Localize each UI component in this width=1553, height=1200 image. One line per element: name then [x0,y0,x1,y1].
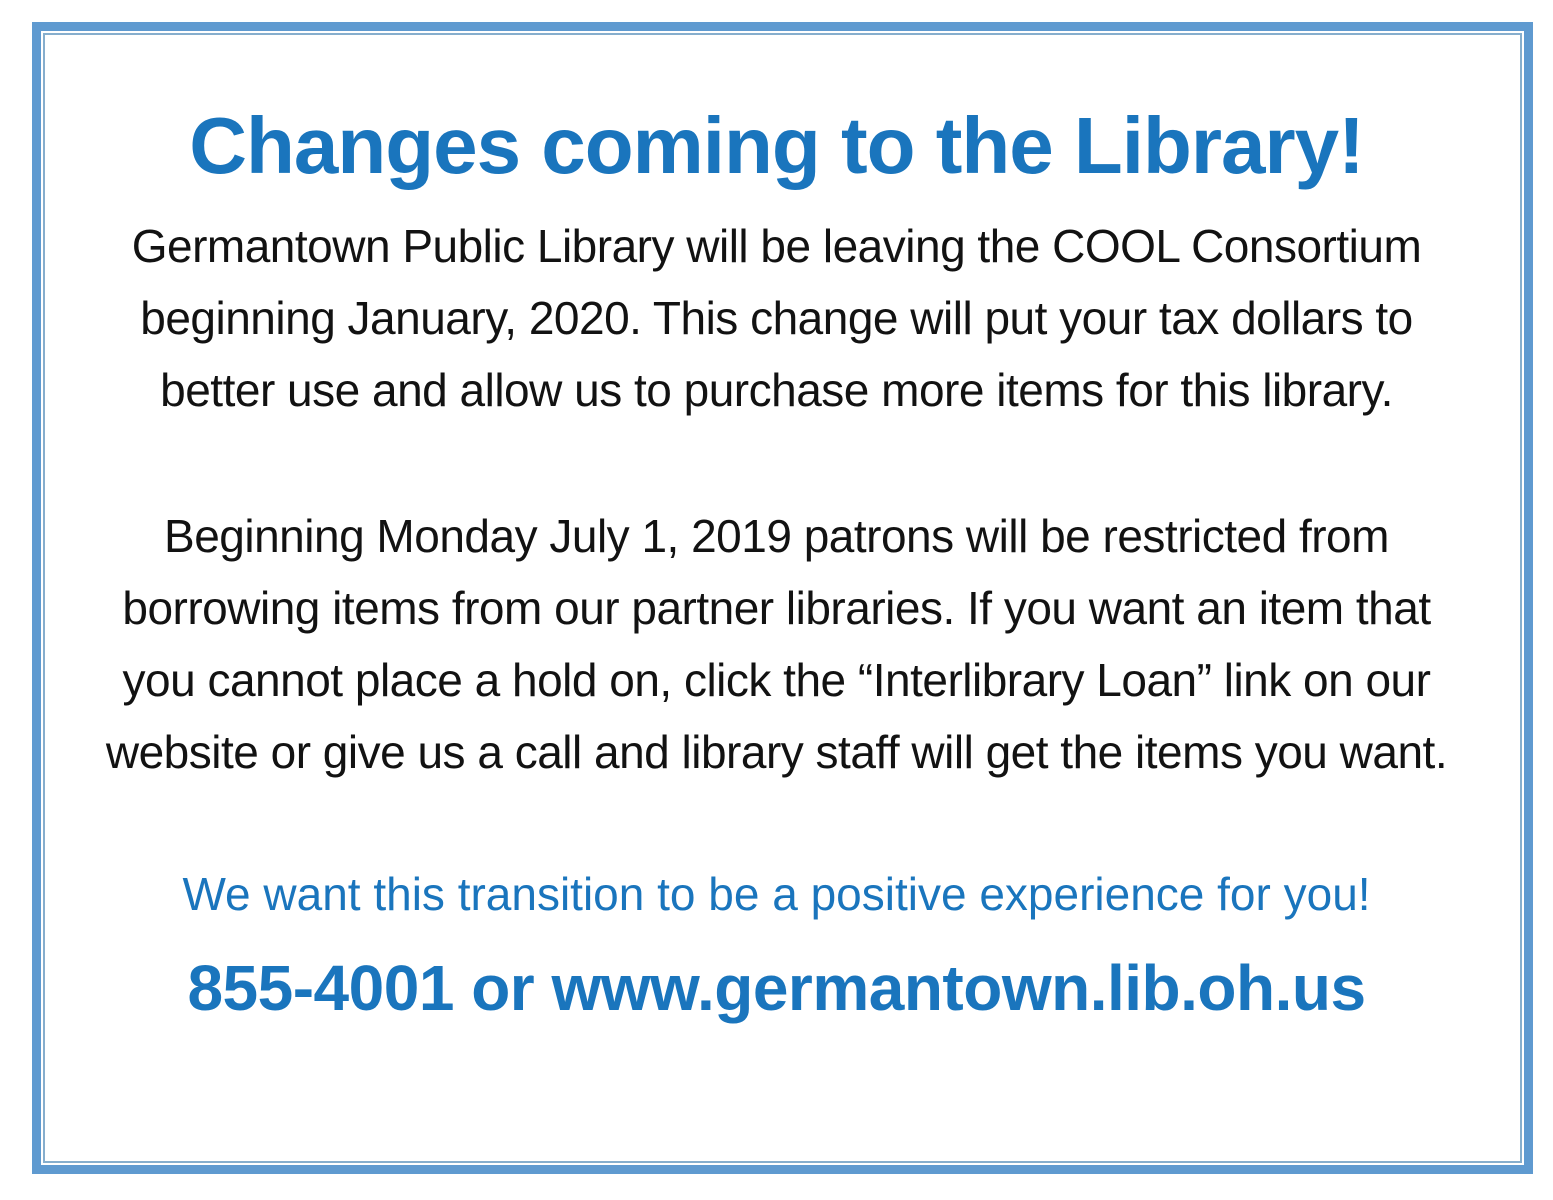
page-border-inner-line [43,33,1522,1163]
intro-paragraph: Germantown Public Library will be leavin… [52,210,1501,426]
headline: Changes coming to the Library! [189,101,1365,190]
contact-line: 855-4001 or www.germantown.lib.oh.us [187,952,1366,1024]
intro-line-2: beginning January, 2020. This change wil… [140,292,1413,344]
details-line-3: you cannot place a hold on, click the “I… [122,654,1431,706]
closing-line: We want this transition to be a positive… [182,868,1371,920]
details-line-1: Beginning Monday July 1, 2019 patrons wi… [164,510,1389,562]
intro-line-1: Germantown Public Library will be leavin… [131,220,1422,272]
details-line-4: website or give us a call and library st… [105,726,1448,778]
page-border [32,22,1533,1174]
details-paragraph: Beginning Monday July 1, 2019 patrons wi… [52,500,1501,788]
details-line-2: borrowing items from our partner librari… [122,582,1431,634]
intro-line-3: better use and allow us to purchase more… [160,364,1393,416]
